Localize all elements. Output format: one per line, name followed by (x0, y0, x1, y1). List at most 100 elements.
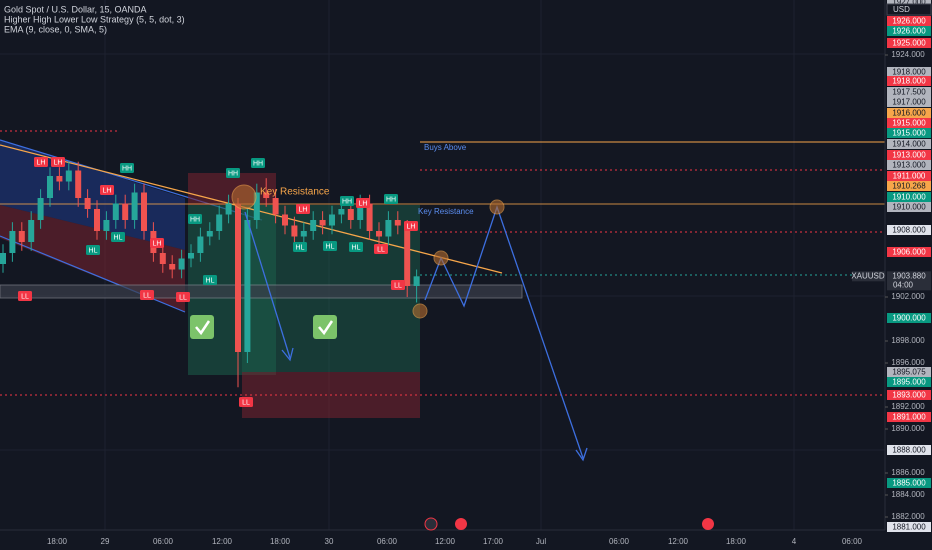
swing-badge (188, 214, 202, 224)
y-tick-label: 1886.000 (891, 468, 925, 477)
x-tick-label: 12:00 (435, 537, 456, 546)
candle-body (347, 209, 354, 220)
candles (0, 161, 420, 388)
marker-circle (231, 184, 257, 210)
candle-body (0, 253, 6, 264)
price-tag-label: 1911.000 (893, 172, 926, 181)
candle-body (75, 170, 82, 198)
price-tag-label: 1915.000 (892, 119, 926, 128)
swing-badge (391, 280, 405, 290)
swing-label: LH (103, 187, 112, 194)
candle-body (159, 253, 166, 264)
annotation: Key Resistance (260, 187, 330, 198)
candle-body (244, 220, 251, 352)
y-tick-label: 1924.000 (891, 50, 925, 59)
swing-badge (384, 194, 398, 204)
x-tick-label: 18:00 (726, 537, 747, 546)
swing-badge (239, 397, 253, 407)
candle-body (122, 203, 129, 220)
price-tag (887, 390, 931, 400)
swing-label: LL (377, 246, 385, 253)
price-tag-label: 1906.000 (892, 248, 926, 257)
swing-label: HH (122, 165, 132, 172)
candle-body (47, 176, 53, 198)
projection-arrow (244, 211, 291, 359)
y-tick-label: 1898.000 (891, 336, 925, 345)
price-tag-label: 1910.000 (892, 193, 926, 202)
price-tag (887, 192, 931, 202)
swing-badge (349, 242, 363, 252)
price-tag (887, 171, 931, 181)
swing-badge (18, 291, 32, 301)
x-tick-label: Jul (536, 537, 546, 546)
candle-body (28, 220, 35, 242)
trend-line (0, 144, 503, 274)
swing-label: HL (326, 243, 335, 250)
price-tag-label: 1910.000 (892, 203, 926, 212)
x-tick-label: 12:00 (668, 537, 689, 546)
countdown: 04:00 (893, 280, 914, 289)
bottom-icon[interactable] (424, 517, 714, 531)
swing-label: HL (296, 244, 305, 251)
price-tag-label: 1895.075 (892, 368, 926, 377)
swing-label: HL (114, 234, 123, 241)
swing-badge (404, 221, 418, 231)
swing-badge (51, 157, 65, 167)
price-tag (887, 225, 931, 235)
swing-badge (111, 232, 125, 242)
price-tag-label: 1914.000 (892, 140, 926, 149)
price-tag-label: 1917.500 (892, 88, 926, 97)
candle-body (376, 231, 382, 237)
candle-body (197, 236, 204, 253)
price-tag (887, 139, 931, 149)
price-tag-label: 1918.000 (892, 68, 926, 77)
currency: USD (893, 5, 910, 14)
price-tag (887, 76, 931, 86)
x-tick-label: 06:00 (153, 537, 174, 546)
price-tag-label: 1926.000 (892, 17, 926, 26)
x-tick-label: 18:00 (270, 537, 291, 546)
price-tag (887, 38, 931, 48)
y-tick-label: 1892.000 (891, 402, 925, 411)
x-tick-label: 4 (792, 537, 797, 546)
swing-label: LH (299, 206, 308, 213)
price-tag-label: 1916.000 (892, 109, 926, 118)
check-icon (313, 315, 337, 339)
candle-body (131, 192, 138, 220)
candle-body (404, 225, 411, 286)
price-tag (887, 150, 931, 160)
candle-body (329, 214, 335, 226)
annotation: Buys Above (424, 143, 467, 152)
price-tag-label: 1927.000 (892, 0, 926, 7)
candle-body (9, 231, 16, 253)
price-tag (887, 160, 931, 170)
price-tag-label: 1918.000 (892, 77, 926, 86)
swing-label: LL (242, 399, 250, 406)
candle-body (413, 276, 420, 286)
price-tag (887, 313, 931, 323)
price-tag (887, 377, 931, 387)
swing-label: HH (253, 160, 263, 167)
price-tag (887, 67, 931, 77)
candle-body (310, 220, 317, 231)
swing-label: LL (179, 294, 187, 301)
price-tag-label: 1913.000 (892, 161, 926, 170)
swing-badge (34, 157, 48, 167)
price-tag (887, 128, 931, 138)
price-tag-label: 1917.000 (892, 98, 926, 107)
candle-body (112, 203, 119, 220)
swing-label: LH (153, 240, 162, 247)
candle-body (394, 220, 401, 226)
currency-box (886, 3, 932, 16)
swing-label: HH (342, 198, 352, 205)
annotation: Key Resistance (418, 207, 474, 216)
swing-badge (293, 242, 307, 252)
candle-body (18, 231, 25, 242)
price-tag (887, 97, 931, 107)
candle-body (56, 176, 63, 182)
candle-body (338, 209, 345, 215)
candle-body (319, 220, 326, 226)
swing-label: LH (54, 159, 63, 166)
y-tick-label: 1882.000 (891, 512, 925, 521)
y-tick-label: 1884.000 (891, 490, 925, 499)
